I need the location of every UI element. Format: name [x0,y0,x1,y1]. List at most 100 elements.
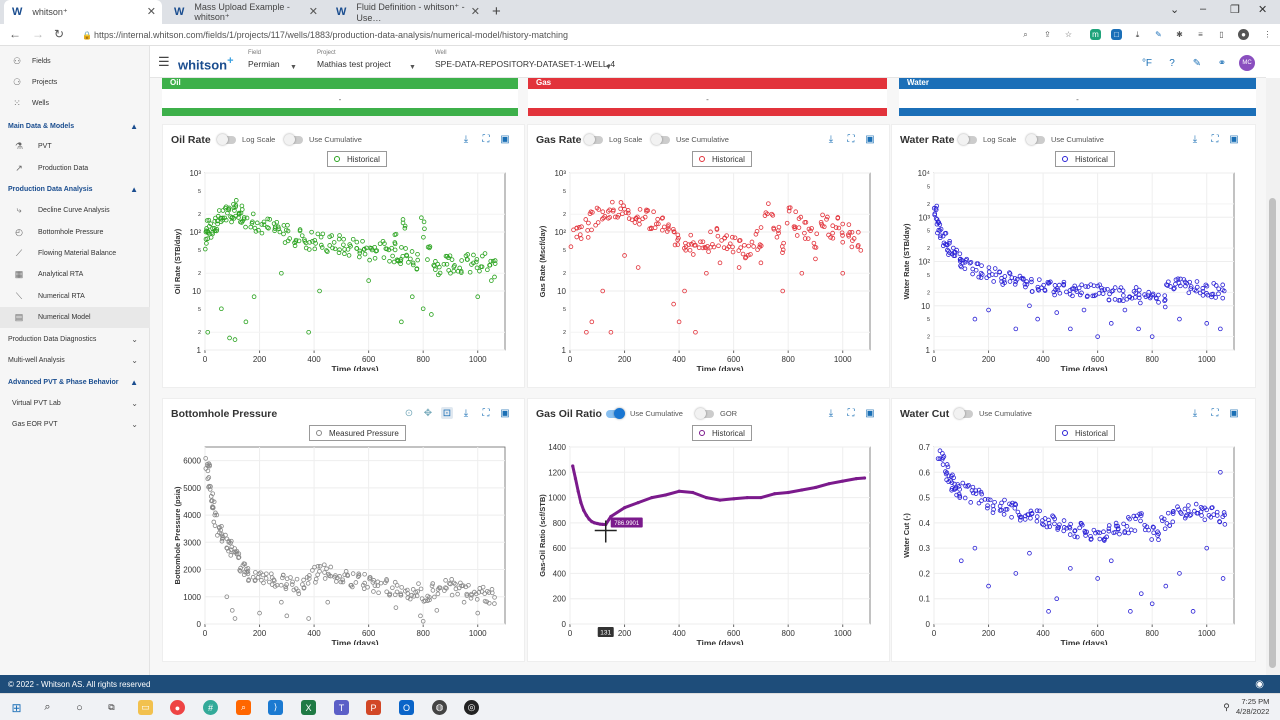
browser-tab-active[interactable]: W whitson⁺ ✕ [4,0,162,24]
sidebar-item-numerical-model[interactable]: ▤ Numerical Model [0,307,150,328]
bookmark-star-icon[interactable]: ☆ [1064,30,1073,39]
gas-rate-chart[interactable]: 0 200 400 600 800 1000 1 2 5 10 2 5 10² 2 5 10³ Time (da… [536,169,880,371]
url-field[interactable]: 🔒 https://internal.whitson.com/fields/1/… [82,30,569,40]
toggle-switch[interactable] [958,133,977,145]
use-cumulative-toggle[interactable]: Use Cumulative [1026,133,1104,145]
use-cumulative-toggle[interactable]: Use Cumulative [284,133,362,145]
brand-logo[interactable]: whitson+ [178,55,234,73]
download-icon[interactable]: ⤓ [1192,407,1198,419]
log-scale-toggle[interactable]: Log Scale [584,133,642,145]
chart-legend[interactable]: Historical [1055,151,1115,167]
sidebar-section-gas-eor[interactable]: Gas EOR PVT ⌄ [12,420,138,429]
minimize-button[interactable]: – [1200,3,1207,15]
page-scrollbar[interactable] [1266,78,1280,675]
maximize-button[interactable]: ❐ [1230,4,1240,16]
close-tab-icon[interactable]: ✕ [470,6,480,18]
share-icon[interactable]: ⇪ [1044,30,1051,39]
chrome-icon[interactable]: ● [170,700,185,715]
extension-icon[interactable]: □ [1111,29,1122,40]
sidebar-item-production-data[interactable]: ↗ Production Data [15,163,89,173]
extension-icon[interactable]: ✎ [1155,30,1162,39]
fullscreen-icon[interactable]: ⛶ [482,407,490,419]
oil-rate-chart[interactable]: 0 200 400 600 800 1000 1 2 5 10 2 5 10² 2 5 10³ Time (da… [171,169,515,371]
excel-icon[interactable]: X [301,700,316,715]
log-scale-toggle[interactable]: Log Scale [217,133,275,145]
sidebar-item-projects[interactable]: ⚆ Projects [12,77,58,87]
temperature-unit-icon[interactable]: °F [1141,57,1153,69]
back-icon[interactable]: ← [9,27,21,41]
toggle-switch[interactable] [606,407,625,419]
sidebar-item-bhp[interactable]: ◴ Bottomhole Pressure [15,227,104,237]
tab-search-icon[interactable]: ⌄ [1170,4,1180,16]
fullscreen-icon[interactable]: ⛶ [1211,407,1219,419]
water-rate-chart[interactable]: 0 200 400 600 800 1000 1 2 5 10 2 5 10² 2 5 10³ 2 5 10⁴ Tim… [900,169,1244,371]
zoom-icon[interactable]: ⌕ [1023,29,1028,39]
outlook-icon[interactable]: O [399,700,414,715]
water-cut-chart[interactable]: 0 200 400 600 800 1000 0 0.1 0.2 0.3 0.4 0.5 0.6 0.7 T… [900,443,1244,645]
sidebar-item-analytical-rta[interactable]: ▦ Analytical RTA [14,269,84,279]
network-icon[interactable]: ⚲ [1223,702,1230,712]
gor-toggle[interactable]: GOR [695,407,737,419]
gas-oil-ratio-chart[interactable]: 0 200 400 600 800 1000 0 200 400 600 800 1000 1200 14… [536,443,880,645]
fullscreen-icon[interactable]: ⛶ [847,407,855,419]
image-export-icon[interactable]: ▣ [865,407,875,419]
chart-legend[interactable]: Measured Pressure [309,425,406,441]
sidebar-section-multiwell[interactable]: Multi-well Analysis ⌄ [8,356,138,365]
download-icon[interactable]: ⤓ [463,133,469,145]
close-tab-icon[interactable]: ✕ [146,6,156,18]
profile-icon[interactable]: ● [1238,29,1249,40]
toggle-switch[interactable] [695,407,714,419]
toggle-switch[interactable] [954,407,973,419]
project-select[interactable]: Project Mathias test project ▼ [317,50,416,71]
zoom-reset-icon[interactable]: ⊡ [441,407,453,419]
sidebar-item-fmb[interactable]: ⟋ Flowing Material Balance [15,248,117,258]
browser-tab[interactable]: W Fluid Definition - whitson⁺ - Use… ✕ [336,1,480,23]
toggle-switch[interactable] [1026,133,1045,145]
extensions-puzzle-icon[interactable]: ✱ [1176,30,1183,39]
feedback-icon[interactable]: ✎ [1192,57,1202,69]
chart-legend[interactable]: Historical [327,151,387,167]
sidebar-item-fields[interactable]: ⚇ Fields [12,56,51,66]
file-explorer-icon[interactable]: ▭ [138,700,153,715]
fullscreen-icon[interactable]: ⛶ [482,133,490,145]
download-icon[interactable]: ⤓ [463,407,469,419]
reading-list-icon[interactable]: ≡ [1198,30,1203,39]
link-icon[interactable]: ⚭ [1217,57,1227,69]
avatar[interactable]: MC [1239,55,1255,71]
browser-tab[interactable]: W Mass Upload Example - whitson⁺ ✕ [174,1,318,22]
download-icon[interactable]: ⤓ [828,133,834,145]
eye-icon[interactable]: ◉ [1255,678,1264,690]
search-app-icon[interactable]: ⌕ [236,700,251,715]
use-cumulative-toggle[interactable]: Use Cumulative [954,407,1032,419]
download-icon[interactable]: ⤓ [1135,29,1140,39]
app-icon[interactable]: ◎ [464,700,479,715]
zoom-select-icon[interactable]: ⊙ [404,407,414,419]
extension-icon[interactable]: m [1090,29,1101,40]
image-export-icon[interactable]: ▣ [1229,133,1239,145]
sidebar-section-advanced-pvt[interactable]: Advanced PVT & Phase Behavior ▲ [8,378,138,387]
forward-icon[interactable]: → [32,27,44,41]
image-export-icon[interactable]: ▣ [865,133,875,145]
fullscreen-icon[interactable]: ⛶ [847,133,855,145]
toggle-switch[interactable] [584,133,603,145]
search-icon[interactable]: ⌕ [44,701,51,713]
powerpoint-icon[interactable]: P [366,700,381,715]
close-window-button[interactable]: ✕ [1258,4,1268,16]
download-icon[interactable]: ⤓ [1192,133,1198,145]
new-tab-button[interactable]: + [492,3,501,20]
use-cumulative-toggle[interactable]: Use Cumulative [606,407,683,419]
field-select[interactable]: Field Permian ▼ [248,50,297,71]
log-scale-toggle[interactable]: Log Scale [958,133,1016,145]
toggle-switch[interactable] [651,133,670,145]
sidebar-item-wells[interactable]: ⁙ Wells [13,98,49,108]
sidebar-item-dca[interactable]: ⤷ Decline Curve Analysis [0,200,150,221]
use-cumulative-toggle[interactable]: Use Cumulative [651,133,729,145]
toggle-switch[interactable] [284,133,303,145]
download-icon[interactable]: ⤓ [828,407,834,419]
sidebar-section-pda[interactable]: Production Data Analysis ▲ [8,185,138,194]
image-export-icon[interactable]: ▣ [1229,407,1239,419]
chart-legend[interactable]: Historical [692,151,752,167]
close-tab-icon[interactable]: ✕ [308,6,318,18]
chart-legend[interactable]: Historical [1055,425,1115,441]
vscode-icon[interactable]: ⟩ [268,700,283,715]
